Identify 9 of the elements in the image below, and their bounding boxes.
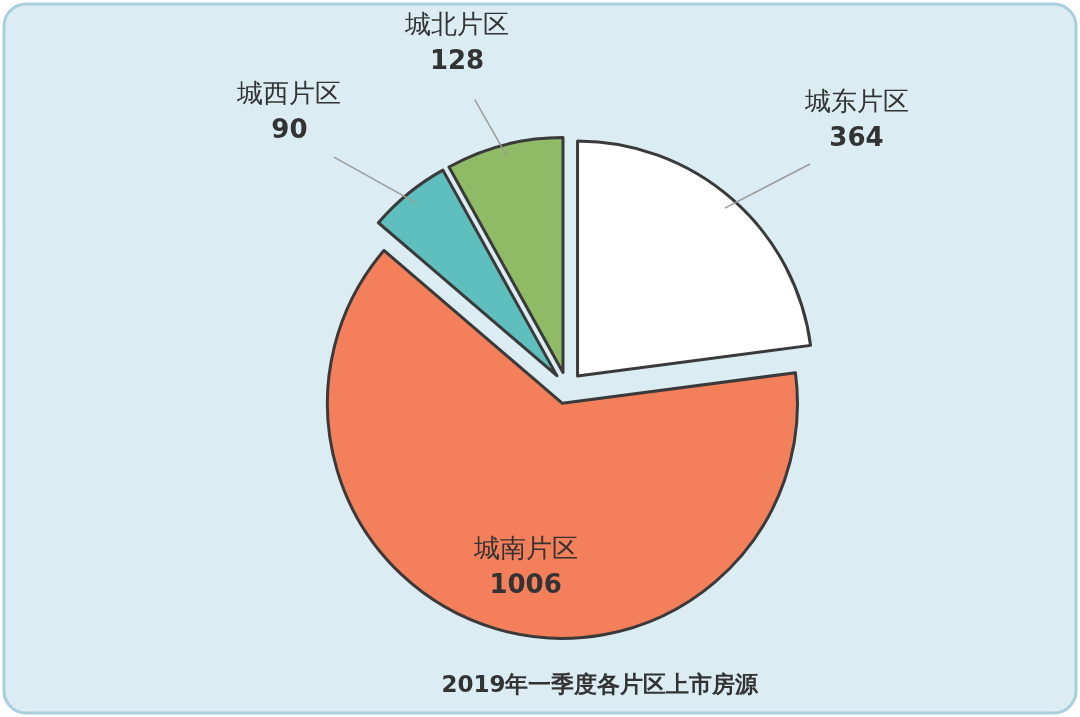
slice-label: 城西片区 (236, 77, 342, 108)
text: 2019年一季度各片区上市房源 (441, 671, 760, 697)
slice-label: 城北片区 (404, 8, 510, 39)
slice-label: 城东片区 (803, 85, 909, 116)
data-label: 1006 (489, 569, 562, 600)
data-label: 90 (271, 113, 308, 144)
slice-label: 城南片区 (472, 533, 578, 564)
data-label: 364 (829, 121, 884, 152)
data-label: 128 (429, 44, 485, 75)
